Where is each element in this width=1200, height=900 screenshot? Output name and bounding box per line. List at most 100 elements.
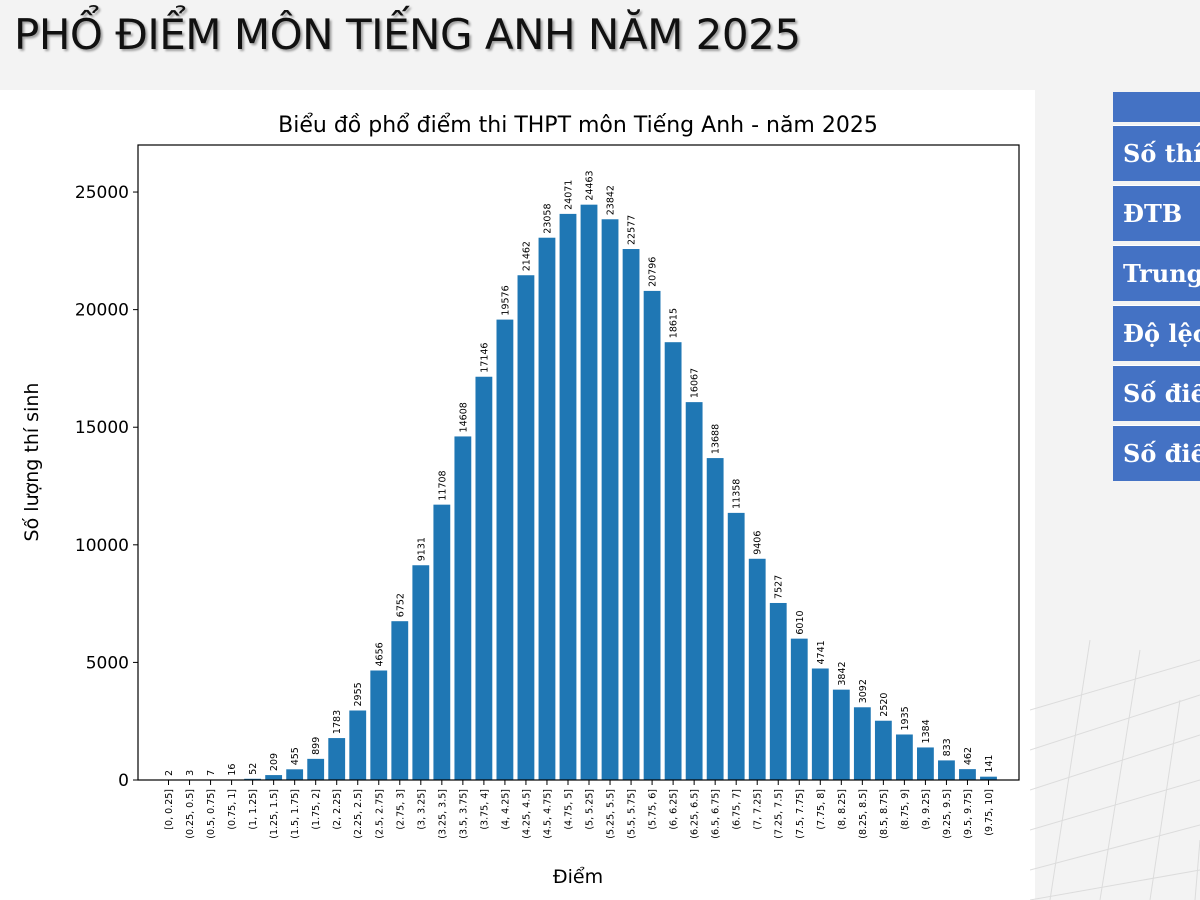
x-tick-label: (8, 8.25]: [837, 789, 848, 830]
data-label: 3842: [837, 661, 848, 685]
data-label: 899: [311, 737, 322, 755]
data-label: 141: [984, 755, 995, 773]
x-tick-label: (5, 5.25]: [585, 789, 596, 830]
data-label: 17146: [479, 343, 490, 373]
y-tick-label: 5000: [86, 653, 129, 673]
data-label: 3092: [858, 679, 869, 703]
x-tick-label: [0, 0.25]: [164, 789, 175, 830]
bar: [475, 376, 493, 780]
bar: [307, 758, 325, 780]
bar: [517, 275, 535, 780]
bar: [769, 602, 787, 780]
x-tick-label: (3, 3.25]: [416, 789, 427, 830]
x-tick-label: (9.25, 9.5]: [942, 789, 953, 839]
data-label: 20796: [648, 257, 659, 287]
bar: [538, 237, 556, 780]
y-ticks-group: 0 5000 10000 15000 20000 25000: [75, 183, 138, 791]
bar: [685, 402, 703, 780]
data-label: 24071: [563, 180, 574, 210]
data-label: 13688: [711, 424, 722, 454]
y-tick-label: 0: [118, 771, 129, 791]
data-label: 7: [206, 770, 217, 776]
data-label: 455: [290, 747, 301, 765]
data-label: 23842: [606, 185, 617, 215]
x-tick-label: (5.25, 5.5]: [606, 789, 617, 839]
data-label: 18615: [669, 308, 680, 338]
data-label: 2955: [353, 682, 364, 706]
bar: [706, 458, 724, 780]
x-tick-label: (0.75, 1]: [227, 789, 238, 830]
x-tick-label: (3.25, 3.5]: [437, 789, 448, 839]
x-tick-label: (7.75, 8]: [816, 789, 827, 830]
bar-chart: Biểu đồ phổ điểm thi THPT môn Tiếng Anh …: [21, 113, 1020, 888]
data-label: 7527: [774, 575, 785, 599]
x-tick-label: (7.5, 7.75]: [795, 789, 806, 839]
decorative-floor-grid: [1030, 640, 1200, 900]
data-labels-group: 2 3 7 16 52 209 455 899 1783 2955 4656 6752 9131 1170…: [164, 170, 995, 776]
data-label: 21462: [521, 241, 532, 271]
x-tick-label: (2, 2.25]: [332, 789, 343, 830]
x-tick-label: (6.5, 6.75]: [711, 789, 722, 839]
y-tick-label: 10000: [75, 536, 129, 556]
y-tick-label: 25000: [75, 183, 129, 203]
x-tick-label: (4.25, 4.5]: [521, 789, 532, 839]
plot-frame: [137, 144, 1020, 781]
x-tick-label: (2.25, 2.5]: [353, 789, 364, 839]
bar: [917, 747, 934, 780]
bar: [265, 775, 283, 780]
stats-row-score-count-b: Số điể: [1113, 425, 1200, 481]
data-label: 16067: [690, 368, 701, 398]
bar: [349, 710, 367, 780]
bar: [980, 776, 997, 780]
bar: [601, 219, 619, 780]
bar: [370, 670, 388, 780]
stats-row-candidates: Số thí: [1113, 125, 1200, 181]
x-tick-label: (6, 6.25]: [669, 789, 680, 830]
data-label: 11708: [437, 470, 448, 500]
x-tick-label: (7, 7.25]: [753, 789, 764, 830]
data-label: 6010: [795, 610, 806, 634]
data-label: 1935: [900, 706, 911, 730]
stats-table-header: [1113, 92, 1200, 122]
x-tick-label: (5.5, 5.75]: [627, 789, 638, 839]
bar: [959, 769, 976, 780]
data-label: 11358: [732, 479, 743, 509]
stats-table: Số thí ĐTB Trung Độ lệc Số điể Số điể: [1113, 92, 1200, 485]
stats-row-median: Trung: [1113, 245, 1200, 301]
data-label: 9406: [753, 531, 764, 555]
data-label: 1384: [921, 719, 932, 743]
bar: [244, 778, 262, 780]
y-tick-label: 20000: [75, 301, 129, 321]
x-tick-label: (1.5, 1.75]: [290, 789, 301, 839]
y-tick-label: 15000: [75, 418, 129, 438]
bar: [895, 734, 913, 780]
y-axis-label: Số lượng thí sinh: [21, 383, 43, 542]
bar: [454, 436, 472, 780]
x-tick-label: (4.5, 4.75]: [542, 789, 553, 839]
x-tick-label: (6.25, 6.5]: [690, 789, 701, 839]
bar: [433, 504, 451, 780]
bar: [853, 707, 871, 780]
x-tick-label: (9, 9.25]: [921, 789, 932, 830]
x-tick-label: (4, 4.25]: [500, 789, 511, 830]
bars-group: [160, 204, 997, 781]
data-label: 52: [248, 763, 259, 775]
x-tick-label: (0.25, 0.5]: [185, 789, 196, 839]
data-label: 3: [185, 770, 196, 776]
bar: [391, 621, 409, 780]
data-label: 833: [942, 738, 953, 756]
x-tick-label: (1, 1.25]: [248, 789, 259, 830]
bar: [664, 342, 682, 780]
data-label: 19576: [500, 285, 511, 315]
chart-panel: Biểu đồ phổ điểm thi THPT môn Tiếng Anh …: [0, 90, 1035, 900]
x-tick-label: (8.75, 9]: [900, 789, 911, 830]
x-axis-label: Điểm: [553, 866, 603, 888]
data-label: 2: [164, 770, 175, 776]
bar: [328, 738, 346, 780]
x-ticks-group: [0, 0.25] (0.25, 0.5] (0.5, 0.75] (0.75, 1]…: [164, 780, 995, 839]
data-label: 16: [227, 764, 238, 776]
bar: [748, 558, 766, 780]
data-label: 4656: [374, 642, 385, 666]
x-tick-label: (6.75, 7]: [732, 789, 743, 830]
page-title: PHỔ ĐIỂM MÔN TIẾNG ANH NĂM 2025: [14, 10, 801, 59]
